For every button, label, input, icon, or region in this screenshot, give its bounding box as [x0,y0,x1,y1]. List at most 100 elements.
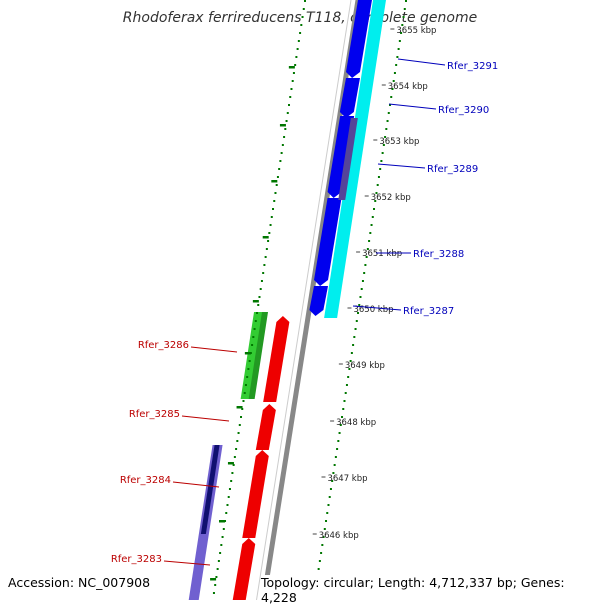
gc-dot [257,304,260,306]
scale-dot [354,328,357,330]
scale-dot [350,352,353,354]
gc-dot [232,464,235,466]
gc-dot [241,408,244,410]
gc-dash [271,180,278,183]
gene-label-leader [190,346,238,353]
gc-dot [217,560,220,562]
scale-dot [395,64,398,66]
topology-label: Topology: circular; Length: 4,712,337 bp… [261,575,600,605]
scale-dot [357,312,360,314]
gene-label-rfer-3283[interactable]: Rfer_3283 [111,554,162,565]
rna-feature-dark[interactable] [248,312,269,399]
scale-dot [333,464,336,466]
scale-label: 3648 kbp [336,418,376,428]
reverse-cds-arrow[interactable] [263,316,290,402]
scale-dot [403,8,406,10]
gene-label-leader [181,415,230,422]
scale-dot [347,376,350,378]
gc-dot [268,232,271,234]
gc-dash [262,236,269,239]
scale-dot [379,168,382,170]
gc-dash [279,124,286,127]
scale-label: 3651 kbp [362,249,402,259]
forward-cds-arrow[interactable] [327,116,355,198]
gc-dot [290,88,293,90]
scale-dot [341,416,344,418]
scale-label: 3647 kbp [327,474,367,484]
forward-track-strip[interactable] [324,0,386,318]
scale-dot [364,264,367,266]
gc-dot [265,248,268,250]
scale-dot [331,480,334,482]
gc-dot [226,504,229,506]
gene-label-rfer-3287[interactable]: Rfer_3287 [403,306,454,317]
gene-label-leader [377,163,426,169]
scale-dot [386,120,389,122]
gc-dot [301,16,304,18]
scale-dot [377,176,380,178]
scale-dot [369,232,372,234]
reverse-cds-inner-mark[interactable] [200,445,220,534]
gene-label-leader [352,305,402,311]
scale-dot [366,248,369,250]
scale-label: 3646 kbp [319,531,359,541]
gene-label-rfer-3289[interactable]: Rfer_3289 [427,164,478,175]
gc-dot [238,424,241,426]
scale-dot [389,104,392,106]
forward-cds-inner-mark[interactable] [338,118,358,200]
accession-label: Accession: NC_007908 [8,575,151,590]
gc-dot [288,104,291,106]
gene-label-leader [397,58,446,66]
forward-cds-arrow[interactable] [339,78,361,118]
scale-dot [332,472,335,474]
reverse-cds-arrow[interactable] [232,538,256,600]
reverse-cds-arrow[interactable] [255,404,276,450]
gene-label-rfer-3285[interactable]: Rfer_3285 [129,409,180,420]
gc-dot [227,496,230,498]
scale-dot [328,496,331,498]
gene-label-rfer-3286[interactable]: Rfer_3286 [138,340,189,351]
gc-dot [221,536,224,538]
gc-dot [214,584,217,586]
gc-dot [253,328,256,330]
scale-dot [327,504,330,506]
gc-dot [233,456,236,458]
scale-dot [385,128,388,130]
gc-dot [272,208,275,210]
scale-dot [396,56,399,58]
scale-dot [323,528,326,530]
reverse-cds-arrow[interactable] [242,450,269,538]
scale-dot [359,296,362,298]
gc-dot [286,112,289,114]
scale-dot [358,304,361,306]
forward-cds-arrow[interactable] [314,198,342,286]
scale-dot [345,384,348,386]
gene-label-rfer-3291[interactable]: Rfer_3291 [447,61,498,72]
scale-dot [337,440,340,442]
scale-dot [384,136,387,138]
gc-dot [240,416,243,418]
scale-dot [320,552,323,554]
gene-label-rfer-3284[interactable]: Rfer_3284 [120,475,171,486]
scale-dot [317,568,320,570]
scale-dot [326,512,329,514]
gc-dot [280,152,283,154]
scale-dot [392,80,395,82]
gene-label-rfer-3290[interactable]: Rfer_3290 [438,105,489,116]
forward-cds-arrow[interactable] [309,286,329,316]
gene-label-rfer-3288[interactable]: Rfer_3288 [413,249,464,260]
gc-dash [288,66,295,69]
gc-dot [236,440,239,442]
genome-backbone [261,0,361,600]
gc-dot [274,192,277,194]
scale-dot [393,72,396,74]
gc-dot [276,176,279,178]
gc-dot [267,240,270,242]
scale-dot [365,256,368,258]
gc-dot [297,40,300,42]
gc-dash [227,462,234,465]
gc-dot [222,528,225,530]
forward-cds-arrow[interactable] [346,0,372,78]
gc-dot [304,0,306,2]
